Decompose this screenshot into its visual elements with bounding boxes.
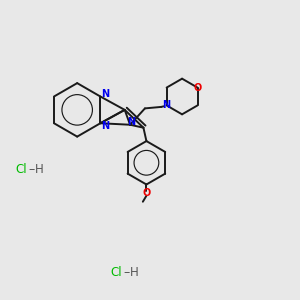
Text: H: H: [130, 266, 139, 279]
Text: –: –: [28, 163, 34, 176]
Text: –: –: [123, 266, 129, 279]
Text: Cl: Cl: [15, 163, 26, 176]
Text: N: N: [101, 121, 110, 130]
Text: O: O: [194, 82, 202, 93]
Text: H: H: [35, 163, 44, 176]
Text: Cl: Cl: [110, 266, 122, 279]
Text: N: N: [163, 100, 171, 110]
Text: N: N: [127, 117, 135, 128]
Text: O: O: [142, 188, 151, 198]
Text: N: N: [101, 89, 110, 99]
